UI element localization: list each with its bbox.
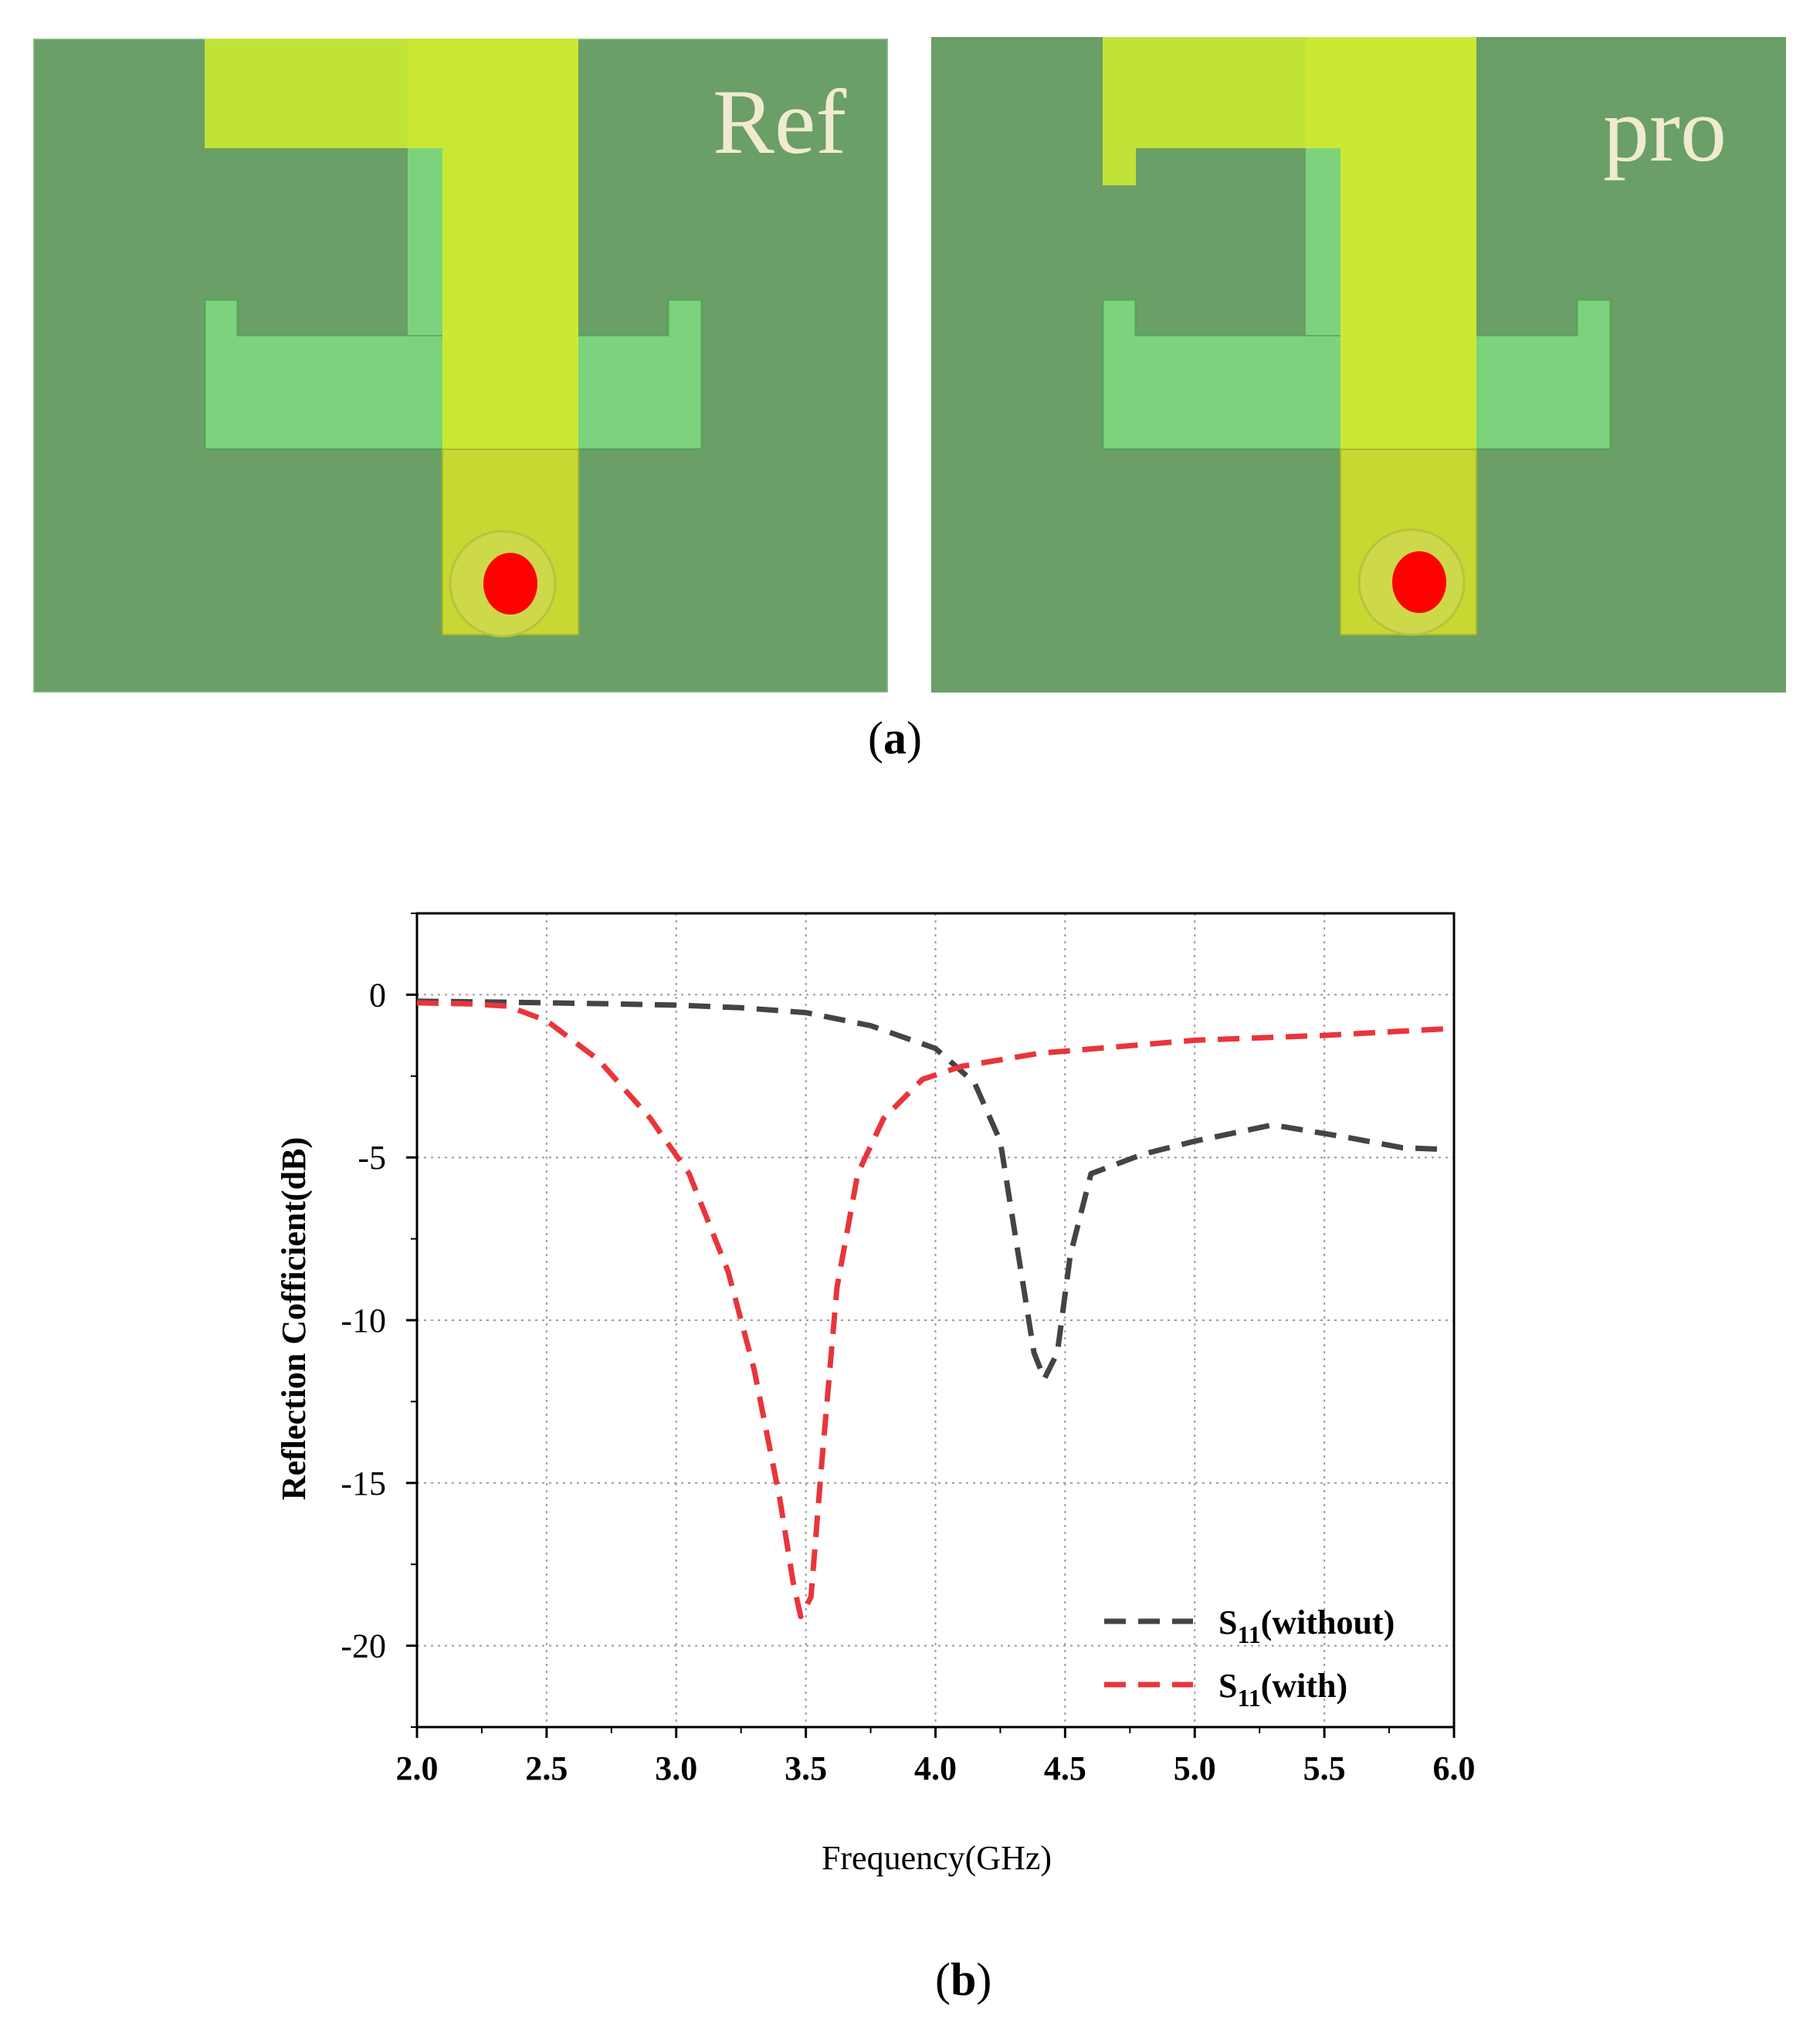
figure-a-label: (a) (868, 712, 922, 765)
panel-title-ref: Ref (713, 70, 846, 173)
x-tick-label: 3.0 (655, 1749, 697, 1787)
feed-point-icon (483, 553, 537, 615)
y-tick-label: -20 (341, 1627, 386, 1665)
x-tick-label: 4.5 (1044, 1749, 1086, 1787)
legend-entry: S11(without) (1218, 1604, 1395, 1648)
legend: S11(without) S11(with) (1104, 1604, 1395, 1712)
y-axis-label: Reflection Cofficient(dB) (275, 1137, 313, 1500)
feed-line-upper (1306, 37, 1340, 148)
axes: 2.0 2.5 3.0 3.5 4.0 4.5 5.0 5.5 6.0 0 -5 -10 -15 -20 (341, 913, 1475, 1787)
x-tick-label: 6.0 (1433, 1749, 1476, 1787)
x-tick-label: 2.5 (525, 1749, 568, 1787)
antenna-pro-view: pro (931, 37, 1786, 693)
legend-entry: S11(with) (1218, 1667, 1347, 1712)
feed-point-icon (1392, 551, 1446, 613)
y-tick-label: -15 (341, 1465, 386, 1502)
panel-title-pro: pro (1603, 78, 1727, 181)
series-line-without (417, 1001, 1444, 1379)
y-tick-label: -10 (341, 1302, 386, 1340)
x-axis-label: Frequency(GHz) (822, 1839, 1052, 1877)
x-tick-label: 3.5 (785, 1749, 827, 1787)
series-line-with (417, 1003, 1444, 1617)
x-tick-label: 5.5 (1303, 1749, 1346, 1787)
figure-b-letter: b (951, 1954, 976, 2005)
y-tick-label: 0 (369, 976, 386, 1014)
series (417, 1001, 1444, 1617)
figure-a-letter: a (883, 713, 907, 764)
feed-line-upper (408, 39, 442, 148)
y-tick-label: -5 (358, 1139, 386, 1177)
x-tick-label: 4.0 (914, 1749, 957, 1787)
reflection-chart: 2.0 2.5 3.0 3.5 4.0 4.5 5.0 5.5 6.00-5-10-15-20 … (0, 849, 1820, 1930)
antenna-ref-view: Ref (33, 39, 888, 693)
figure-b-label: (b) (935, 1953, 991, 2007)
x-tick-label: 2.0 (396, 1749, 439, 1787)
x-tick-label: 5.0 (1174, 1749, 1216, 1787)
